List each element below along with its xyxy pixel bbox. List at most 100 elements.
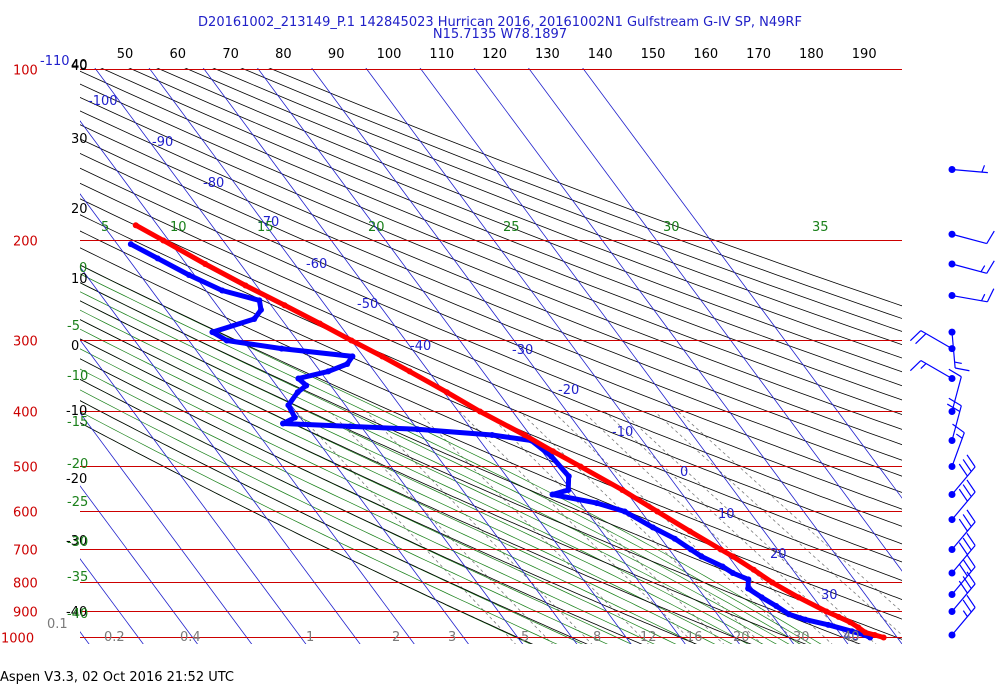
wind-barb-flag (952, 423, 965, 434)
moist-adiabat-label: -30 (67, 535, 88, 550)
moist-adiabat-line (80, 282, 801, 644)
dry-adiabat-line (80, 247, 902, 600)
dewpoint-point (549, 491, 556, 498)
moist-adiabat-line (80, 291, 790, 644)
top-axis-label: 40 (71, 59, 88, 74)
pressure-label: 400 (13, 405, 38, 420)
dewpoint-point (280, 420, 287, 427)
isotherm-label: -40 (410, 339, 431, 354)
mixing-ratio-line (296, 411, 516, 644)
dewpoint-point (848, 628, 855, 635)
mixing-ratio-line (582, 411, 833, 644)
moist-adiabat-line (80, 319, 749, 644)
isobars (80, 69, 902, 638)
isotherm-line (0, 57, 39, 650)
isotherm-line (80, 120, 469, 644)
dewpoint-point (593, 500, 600, 507)
moist-adiabat-top-label: 15 (257, 220, 274, 235)
mixing-ratio-line (417, 411, 649, 644)
wind-barb-half-flag (954, 361, 962, 364)
wind-barb-flag (962, 459, 972, 472)
wind-barb-flag (948, 368, 962, 378)
dewpoint-point (565, 487, 572, 494)
mixing-ratio-label: 0.2 (104, 630, 125, 645)
moist-adiabat-top-label: 20 (368, 220, 385, 235)
dewpoint-point (325, 368, 332, 375)
mixing-ratio-line (552, 411, 800, 644)
top-axis-label: 110 (429, 47, 454, 62)
isotherm-line (80, 412, 253, 644)
wind-barb-half-flag (920, 363, 927, 370)
dewpoint-point (802, 616, 809, 623)
wind-barb-flag (948, 397, 962, 407)
dry-adiabat-line (212, 68, 902, 332)
dry-adiabat-label: -20 (66, 472, 87, 487)
dewpoint-point (294, 389, 301, 396)
moist-adiabat-line (80, 368, 655, 644)
moist-adiabat-line (80, 264, 822, 644)
dry-adiabat-line (80, 167, 902, 510)
isotherm-label: -50 (357, 297, 378, 312)
dewpoint-point (785, 611, 792, 618)
dewpoint-point (349, 353, 356, 360)
wind-barb-flag (986, 260, 995, 274)
wind-barb-half-flag (981, 293, 986, 302)
dewpoint-point (278, 345, 285, 352)
wind-barb-flag (966, 533, 976, 546)
pressure-label: 500 (13, 461, 38, 476)
moist-adiabat-line (80, 300, 777, 644)
top-axis-label: 70 (222, 47, 239, 62)
wind-barb-flag (955, 367, 970, 372)
dewpoint-point (489, 431, 496, 438)
dewpoint-point (671, 535, 678, 542)
temperature-point (202, 260, 209, 267)
isotherm-line (80, 339, 307, 644)
moist-adiabat-line (80, 389, 608, 644)
wind-barb-shaft (951, 294, 988, 303)
wind-barb-flag (966, 554, 976, 568)
wind-barb-flag (966, 571, 976, 585)
temperature-point (654, 508, 661, 515)
top-axis-label: 170 (746, 47, 771, 62)
top-axis-label: 190 (852, 47, 877, 62)
dry-adiabat-line (80, 70, 902, 401)
dry-adiabat-label: 10 (71, 272, 88, 287)
mixing-ratio-label: 1 (306, 630, 314, 645)
mixing-ratio-label: 0.4 (180, 630, 201, 645)
temperature-point (443, 389, 450, 396)
chart-title-line-1: D20161002_213149_P.1 142845023 Hurrican … (198, 15, 802, 30)
wind-barb-flag (966, 479, 976, 493)
isotherm-line (473, 68, 902, 644)
moist-adiabat-label: -15 (67, 415, 88, 430)
dry-adiabat-label: 20 (71, 202, 88, 217)
top-axis-label: 100 (377, 47, 402, 62)
isotherm-label: -20 (558, 383, 579, 398)
dry-adiabat-line (80, 358, 698, 644)
dewpoint-point (219, 287, 226, 294)
wind-barb-flag (958, 463, 968, 477)
dewpoint-point (729, 570, 736, 577)
wind-barb-half-flag (980, 265, 986, 273)
dewpoint-point (127, 241, 134, 248)
isotherms (0, 57, 902, 650)
dry-adiabat-line (80, 230, 902, 581)
pressure-label: 900 (13, 606, 38, 621)
moist-adiabat-top-label: 10 (170, 220, 187, 235)
mixing-ratio-label: 5 (521, 630, 529, 645)
dry-adiabat-line (156, 68, 902, 359)
temperature-point (132, 222, 139, 229)
isotherm-line (80, 485, 198, 644)
pressure-label: 700 (13, 544, 38, 559)
dry-adiabat-line (80, 264, 902, 620)
top-axis-label: 60 (170, 47, 187, 62)
mixing-ratio-label: 12 (640, 630, 657, 645)
wind-barb-flag (966, 595, 976, 608)
top-axis-label: 130 (535, 47, 560, 62)
pressure-label: 200 (13, 234, 38, 249)
dewpoint-point (223, 337, 230, 344)
dry-adiabat-line (80, 282, 902, 640)
temperature-point (521, 431, 528, 438)
dewpoint-point (758, 594, 765, 601)
wind-barb-flag (946, 403, 961, 413)
